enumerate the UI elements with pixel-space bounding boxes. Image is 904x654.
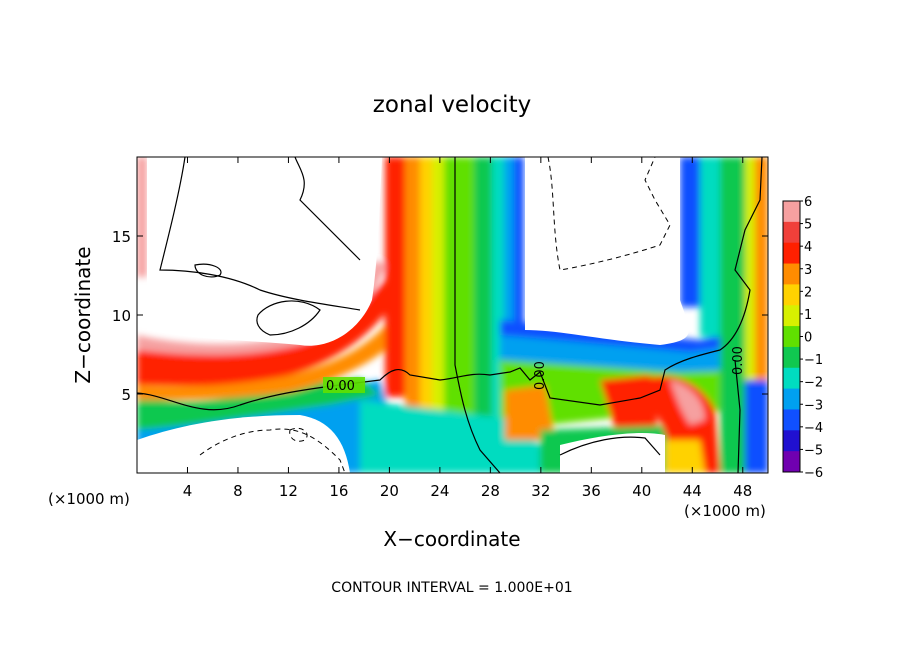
x-tick-label: 32 [531, 482, 550, 500]
colorbar-label: 2 [804, 285, 812, 300]
colorbar-label: 6 [804, 195, 812, 210]
field-cyan-rightcol [700, 157, 720, 337]
field-lblue-jet [504, 157, 514, 473]
colorbar-swatch [783, 305, 800, 327]
colorbar-label: −1 [804, 353, 823, 368]
zero-contour-lowerright [734, 359, 741, 473]
field-mixed-lower [360, 400, 560, 473]
x-tick-label: 20 [380, 482, 399, 500]
field-red-jet [385, 157, 405, 397]
x-tick-label: 12 [279, 482, 298, 500]
colorbar-swatch [783, 451, 800, 473]
colorbar-swatch [783, 430, 800, 452]
x-axis: 4 8 12 16 20 24 28 32 36 40 44 48 [183, 157, 752, 500]
colorbar-swatch [783, 388, 800, 410]
contour-upperleft [159, 157, 361, 311]
x-axis-label: X−coordinate [383, 527, 520, 551]
field-ygreen-right [745, 157, 755, 473]
field-white-lowerright [560, 433, 665, 473]
field-white-upperright [525, 157, 689, 345]
colorbar-label: 5 [804, 218, 812, 233]
contour-loop-mid [256, 300, 321, 336]
contour-loop-small [194, 263, 222, 278]
colorbar-swatch [783, 326, 800, 348]
colorbar-label: 3 [804, 263, 812, 278]
y-tick-label: 10 [112, 307, 131, 325]
colorbar-label: −2 [804, 376, 823, 391]
field-white-upperleft [147, 157, 382, 346]
x-unit-left: (×1000 m) [48, 490, 130, 508]
dashed-contour-lowerleft [199, 428, 346, 473]
x-unit-right: (×1000 m) [684, 502, 766, 520]
colorbar-label: 0 [804, 331, 812, 346]
field-red-band [137, 280, 400, 386]
field-yellow-right [665, 440, 705, 473]
colorbar-label: 1 [804, 308, 812, 323]
colorbar-label: −3 [804, 398, 823, 413]
contour-interval-note: CONTOUR INTERVAL = 1.000E+01 [331, 580, 572, 596]
colorbar-label: 4 [804, 240, 812, 255]
x-tick-label: 44 [683, 482, 702, 500]
velocity-field: 0.00 0.00 0.00 [137, 157, 768, 473]
x-tick-label: 48 [733, 482, 752, 500]
field-yellow-jet [420, 157, 432, 417]
colorbar-swatch [783, 221, 800, 244]
field-blue-jet [514, 157, 524, 473]
colorbar-swatch [783, 409, 800, 431]
y-axis: 5 10 15 [112, 228, 768, 404]
negative-contours [199, 157, 671, 473]
field-ygreen-jet [432, 157, 444, 427]
colorbar-swatch [783, 263, 800, 285]
field-pink-right [670, 380, 705, 425]
colorbar-label: −4 [804, 421, 823, 436]
y-axis-label: Z−coordinate [71, 246, 95, 383]
y-tick-label: 5 [121, 386, 131, 404]
colorbar-swatch [783, 367, 800, 390]
colorbar-label: −5 [804, 443, 823, 458]
x-tick-label: 8 [233, 482, 243, 500]
contour-label-zero-right: 0.00 [731, 346, 746, 375]
colorbar: 6 5 4 3 2 1 0 −1 −2 −3 −4 −5 −6 [782, 195, 823, 481]
field-orange-jet [405, 157, 420, 407]
field-white-lowerleft [137, 415, 350, 473]
x-tick-label: 4 [183, 482, 193, 500]
colorbar-swatch [783, 201, 800, 223]
field-green-lowerleft [137, 378, 380, 430]
zero-contour-vertical [454, 157, 501, 473]
field-blue-edge [745, 380, 768, 473]
y-tick-label: 15 [112, 228, 131, 246]
field-orange-lower [505, 385, 555, 440]
x-tick-label: 28 [481, 482, 500, 500]
field-pink-topleft [137, 157, 147, 277]
dashed-contour-upperright [547, 157, 671, 271]
contour-label-group: 0.00 0.00 0.00 [323, 346, 746, 394]
field-green-jet [444, 157, 474, 457]
x-tick-label: 24 [430, 482, 449, 500]
colorbar-swatch [783, 284, 800, 306]
field-orange-band [137, 320, 400, 400]
colorbar-swatch [783, 346, 800, 369]
contour-label-zero-mid: 0.00 [533, 361, 548, 390]
field-dgreen-jet [474, 157, 492, 467]
x-tick-label: 16 [329, 482, 348, 500]
x-tick-label: 40 [632, 482, 651, 500]
field-green-right [720, 157, 745, 473]
contour-lower-mid [559, 436, 661, 456]
contour-label-zero-left: 0.00 [326, 379, 355, 394]
contour-upper [294, 157, 361, 261]
x-tick-label: 36 [582, 482, 601, 500]
colorbar-label: −6 [804, 466, 823, 481]
zero-contour-main [137, 157, 763, 411]
contour-lines [137, 157, 763, 473]
chart-title: zonal velocity [373, 92, 531, 118]
colorbar-swatch [783, 242, 800, 265]
